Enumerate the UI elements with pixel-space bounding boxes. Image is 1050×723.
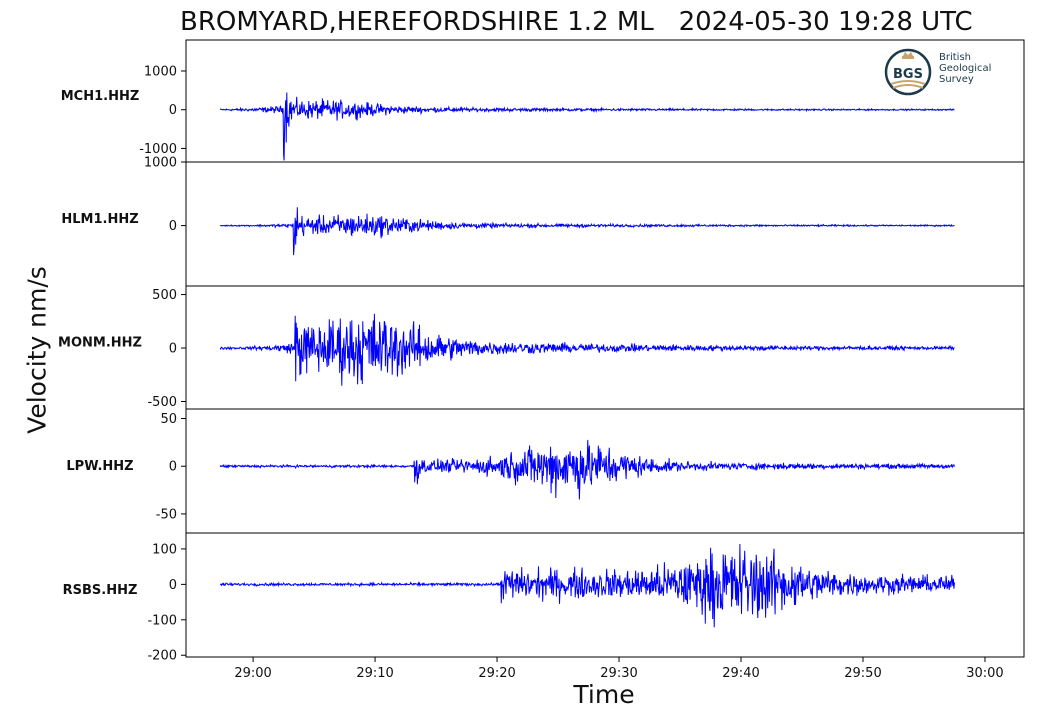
channel-label-HLM1.HHZ: HLM1.HHZ bbox=[61, 212, 138, 227]
y-tick-label-MONM.HHZ: -500 bbox=[147, 395, 177, 410]
waveform-MONM.HHZ bbox=[219, 313, 955, 386]
y-tick-label-HLM1.HHZ: 1000 bbox=[144, 156, 177, 171]
x-tick-label: 29:10 bbox=[356, 666, 393, 681]
y-tick-label-HLM1.HHZ: 0 bbox=[169, 219, 177, 234]
waveform-HLM1.HHZ bbox=[220, 207, 955, 256]
logo-abbr: BGS bbox=[893, 67, 923, 82]
y-tick-label-RSBS.HHZ: 100 bbox=[152, 542, 177, 557]
y-tick-label-MCH1.HHZ: -1000 bbox=[139, 142, 177, 157]
waveform-LPW.HHZ bbox=[219, 439, 955, 500]
y-tick-label-LPW.HHZ: 0 bbox=[169, 460, 177, 475]
x-tick-label: 30:00 bbox=[966, 666, 1003, 681]
waveform-RSBS.HHZ bbox=[219, 543, 955, 628]
x-tick-label: 29:30 bbox=[600, 666, 637, 681]
y-tick-label-RSBS.HHZ: -100 bbox=[147, 613, 177, 628]
y-tick-label-LPW.HHZ: 50 bbox=[160, 412, 177, 427]
chart-title: BROMYARD,HEREFORDSHIRE 1.2 ML 2024-05-30… bbox=[180, 7, 973, 37]
logo-line-1: British bbox=[939, 52, 971, 63]
channel-label-RSBS.HHZ: RSBS.HHZ bbox=[63, 583, 138, 598]
bgs-emblem-icon: BGS bbox=[884, 48, 932, 96]
y-tick-label-LPW.HHZ: -50 bbox=[156, 507, 177, 522]
bgs-logo: BGS British Geological Survey bbox=[883, 46, 1013, 98]
x-axis-label: Time bbox=[573, 680, 635, 709]
x-tick-label: 29:00 bbox=[234, 666, 271, 681]
logo-text: British Geological Survey bbox=[939, 52, 991, 85]
y-tick-label-MCH1.HHZ: 0 bbox=[169, 103, 177, 118]
x-tick-label: 29:50 bbox=[844, 666, 881, 681]
channel-label-MONM.HHZ: MONM.HHZ bbox=[58, 335, 142, 350]
logo-line-2: Geological bbox=[939, 63, 992, 74]
y-tick-label-RSBS.HHZ: -200 bbox=[147, 649, 177, 664]
x-tick-label: 29:20 bbox=[478, 666, 515, 681]
panel-frame-RSBS.HHZ bbox=[185, 532, 1025, 658]
y-tick-label-MONM.HHZ: 500 bbox=[152, 288, 177, 303]
y-tick-label-MONM.HHZ: 0 bbox=[169, 342, 177, 357]
x-tick-label: 29:40 bbox=[722, 666, 759, 681]
y-tick-label-RSBS.HHZ: 0 bbox=[169, 578, 177, 593]
waveform-MCH1.HHZ bbox=[219, 92, 955, 161]
y-tick-label-MCH1.HHZ: 1000 bbox=[144, 64, 177, 79]
channel-label-LPW.HHZ: LPW.HHZ bbox=[66, 459, 133, 474]
logo-line-3: Survey bbox=[939, 74, 974, 85]
channel-label-MCH1.HHZ: MCH1.HHZ bbox=[61, 89, 140, 104]
